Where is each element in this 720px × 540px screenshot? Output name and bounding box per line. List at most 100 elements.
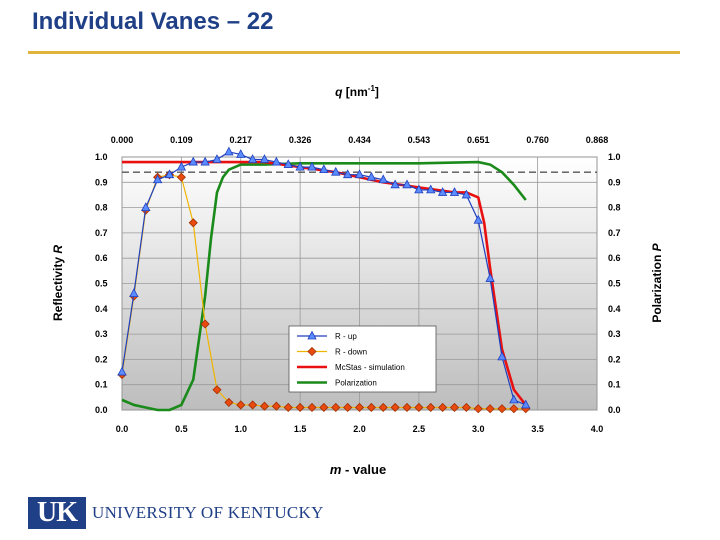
data-point-r-down bbox=[331, 402, 341, 413]
legend-label-r-up: R - up bbox=[335, 332, 357, 341]
legend-label-mcstas-simulation: McStas - simulation bbox=[335, 363, 405, 372]
x-tick-label: 4.0 bbox=[591, 424, 604, 434]
top-tick-label: 0.434 bbox=[348, 135, 371, 145]
y-tick-label-right: 0.8 bbox=[608, 203, 621, 213]
data-point-r-down bbox=[343, 402, 353, 413]
data-point-r-up bbox=[129, 288, 139, 298]
y-tick-label-left: 0.5 bbox=[95, 279, 108, 289]
data-point-r-down bbox=[224, 397, 234, 407]
data-point-r-down bbox=[366, 402, 376, 413]
data-point-r-down bbox=[188, 218, 198, 228]
title-divider bbox=[28, 51, 680, 54]
x-axis-title: m - value bbox=[330, 462, 386, 477]
data-point-r-up bbox=[117, 366, 127, 376]
data-point-r-down bbox=[176, 172, 186, 182]
data-point-r-up bbox=[271, 156, 282, 166]
data-point-r-down bbox=[509, 404, 519, 414]
legend-label-polarization: Polarization bbox=[335, 379, 377, 388]
reflectivity-chart: q [nm-1] m - value Reflectivity R Polari… bbox=[51, 84, 664, 477]
y-tick-label-right: 0.9 bbox=[608, 177, 621, 187]
data-point-r-down bbox=[473, 404, 483, 414]
uk-logo-mark: UK bbox=[28, 497, 86, 529]
data-point-r-up bbox=[164, 169, 175, 179]
university-name: UNIVERSITY OF KENTUCKY bbox=[92, 503, 324, 522]
data-point-r-down bbox=[259, 401, 270, 411]
data-point-r-up bbox=[212, 154, 222, 163]
data-point-r-up bbox=[176, 161, 187, 171]
y-tick-label-left: 0.6 bbox=[95, 253, 108, 263]
data-point-r-up bbox=[152, 174, 163, 184]
top-tick-label: 0.000 bbox=[111, 135, 134, 145]
legend-label-r-down: R - down bbox=[335, 348, 367, 357]
y-tick-label-left: 0.7 bbox=[95, 228, 108, 238]
data-point-r-down bbox=[283, 402, 293, 413]
y-tick-label-left: 0.9 bbox=[95, 177, 108, 187]
data-point-r-up bbox=[224, 146, 234, 156]
y-tick-label-left: 1.0 bbox=[95, 152, 108, 162]
y-tick-label-left: 0.3 bbox=[95, 329, 108, 339]
top-tick-label: 0.651 bbox=[467, 135, 490, 145]
data-point-r-up bbox=[497, 351, 507, 361]
y-tick-label-left: 0.0 bbox=[95, 405, 108, 415]
top-axis-title: q [nm-1] bbox=[335, 84, 379, 99]
y-tick-label-right: 1.0 bbox=[608, 152, 621, 162]
data-point-r-down bbox=[307, 402, 317, 413]
data-point-r-up bbox=[259, 154, 270, 163]
y-tick-label-right: 0.3 bbox=[608, 329, 621, 339]
top-tick-label: 0.760 bbox=[526, 135, 549, 145]
data-point-r-up bbox=[437, 187, 448, 196]
y-tick-label-right: 0.4 bbox=[608, 304, 621, 314]
top-tick-label: 0.217 bbox=[229, 135, 252, 145]
top-tick-label: 0.109 bbox=[170, 135, 193, 145]
data-point-r-down bbox=[295, 402, 305, 413]
data-point-r-up bbox=[414, 184, 424, 194]
data-point-r-up bbox=[141, 202, 151, 211]
data-point-r-up bbox=[449, 187, 460, 196]
x-tick-label: 2.0 bbox=[353, 424, 366, 434]
y-tick-label-left: 0.2 bbox=[95, 354, 108, 364]
data-point-r-down bbox=[236, 400, 246, 410]
top-tick-label: 0.326 bbox=[289, 135, 312, 145]
x-tick-label: 0.5 bbox=[175, 424, 188, 434]
data-point-r-up bbox=[200, 156, 210, 166]
data-point-r-down bbox=[378, 402, 388, 413]
y-tick-label-right: 0.7 bbox=[608, 228, 621, 238]
data-point-r-down bbox=[402, 402, 412, 413]
top-tick-label: 0.543 bbox=[408, 135, 431, 145]
x-tick-label: 0.0 bbox=[116, 424, 129, 434]
data-point-r-up bbox=[342, 169, 353, 179]
data-point-r-up bbox=[319, 164, 329, 174]
data-point-r-down bbox=[449, 402, 460, 413]
axis-titles: q [nm-1] m - value Reflectivity R Polari… bbox=[51, 84, 664, 477]
data-point-r-up bbox=[354, 169, 365, 179]
data-point-r-down bbox=[414, 402, 424, 413]
university-logo: UK UNIVERSITY OF KENTUCKY bbox=[28, 496, 324, 530]
y-tick-label-left: 0.4 bbox=[95, 304, 108, 314]
x-tick-label: 1.5 bbox=[294, 424, 307, 434]
y-tick-label-right: 0.1 bbox=[608, 380, 621, 390]
data-point-r-down bbox=[248, 400, 258, 410]
data-point-r-up bbox=[283, 159, 293, 168]
x-tick-label: 3.5 bbox=[531, 424, 544, 434]
data-point-r-up bbox=[295, 161, 305, 171]
data-point-r-up bbox=[485, 273, 495, 282]
y-tick-label-right: 0.0 bbox=[608, 405, 621, 415]
data-point-r-up bbox=[509, 394, 519, 404]
data-point-r-up bbox=[247, 154, 258, 163]
x-tick-label: 3.0 bbox=[472, 424, 485, 434]
left-axis-title: Reflectivity R bbox=[51, 245, 65, 321]
data-point-r-down bbox=[497, 404, 507, 414]
data-point-r-up bbox=[461, 189, 472, 199]
data-point-r-down bbox=[390, 402, 400, 413]
data-point-r-up bbox=[521, 399, 531, 409]
legend-marker-r-down bbox=[307, 346, 317, 357]
top-tick-label: 0.868 bbox=[586, 135, 609, 145]
data-point-r-up bbox=[378, 174, 388, 184]
y-tick-label-left: 0.8 bbox=[95, 203, 108, 213]
y-tick-label-right: 0.6 bbox=[608, 253, 621, 263]
data-point-r-up bbox=[188, 156, 198, 166]
data-point-r-up bbox=[366, 171, 377, 181]
data-point-r-down bbox=[426, 402, 436, 413]
y-tick-label-left: 0.1 bbox=[95, 380, 108, 390]
data-point-r-up bbox=[331, 166, 341, 176]
